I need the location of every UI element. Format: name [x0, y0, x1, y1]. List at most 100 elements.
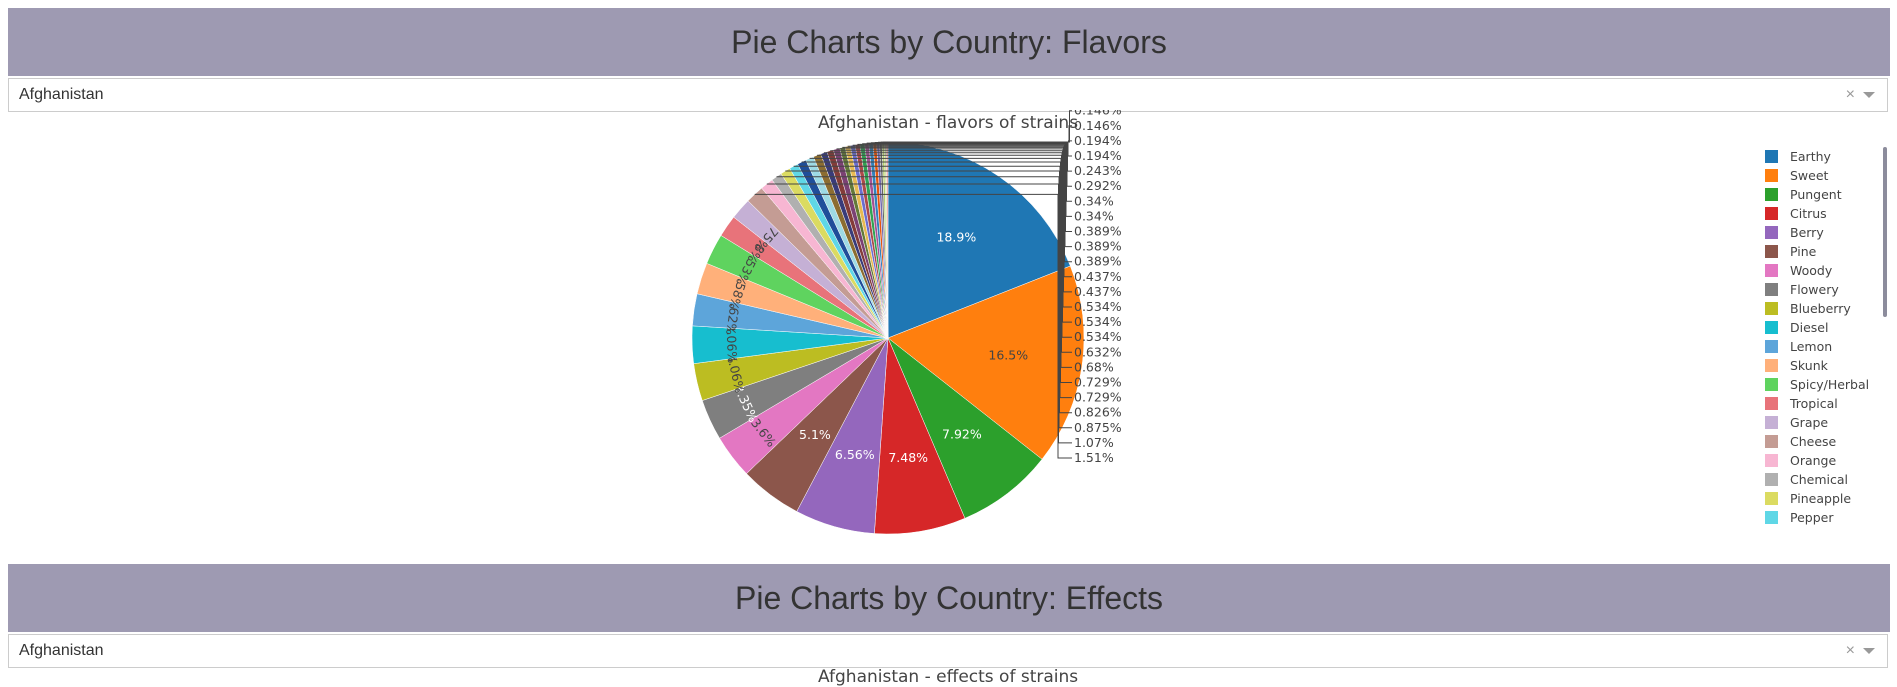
legend-label: Earthy: [1790, 149, 1831, 164]
legend-label: Blueberry: [1790, 301, 1851, 316]
chevron-down-icon[interactable]: [1863, 92, 1875, 98]
slice-label: 0.534%: [1074, 329, 1122, 344]
flavors-chart-title: Afghanistan - flavors of strains: [818, 113, 1079, 133]
legend-item[interactable]: Tropical: [1765, 394, 1885, 413]
legend-swatch: [1765, 207, 1778, 220]
legend-item[interactable]: Pineapple: [1765, 489, 1885, 508]
slice-label: 6.56%: [835, 447, 875, 462]
legend-label: Diesel: [1790, 320, 1829, 335]
pie-slice-sweet[interactable]: [887, 265, 1085, 460]
slice-label: 5.1%: [799, 427, 831, 442]
legend-label: Spicy/Herbal: [1790, 377, 1870, 392]
legend-item[interactable]: Citrus: [1765, 204, 1885, 223]
legend-label: Skunk: [1790, 358, 1828, 373]
slice-label: 0.292%: [1074, 178, 1122, 193]
legend-label: Chemical: [1790, 472, 1848, 487]
slice-label: 0.146%: [1074, 110, 1122, 118]
slice-label: 1.51%: [1074, 450, 1114, 465]
legend-item[interactable]: Lemon: [1765, 337, 1885, 356]
legend-item[interactable]: Pungent: [1765, 185, 1885, 204]
legend-swatch: [1765, 397, 1778, 410]
slice-label: 0.194%: [1074, 133, 1122, 148]
legend-item[interactable]: Diesel: [1765, 318, 1885, 337]
legend-label: Pine: [1790, 244, 1817, 259]
legend-swatch: [1765, 340, 1778, 353]
legend-swatch: [1765, 435, 1778, 448]
legend-item[interactable]: Pine: [1765, 242, 1885, 261]
flavors-header-banner: Pie Charts by Country: Flavors: [8, 8, 1890, 76]
legend-swatch: [1765, 511, 1778, 524]
slice-label: 0.534%: [1074, 299, 1122, 314]
leader-line: [887, 110, 1072, 143]
legend-swatch: [1765, 283, 1778, 296]
legend-swatch: [1765, 454, 1778, 467]
slice-label: 7.48%: [888, 450, 928, 465]
clear-icon[interactable]: ×: [1845, 86, 1855, 103]
slice-label: 18.9%: [936, 230, 976, 245]
legend-label: Lemon: [1790, 339, 1833, 354]
effects-header-title: Pie Charts by Country: Effects: [734, 579, 1164, 616]
legend-item[interactable]: Woody: [1765, 261, 1885, 280]
legend-item[interactable]: Sweet: [1765, 166, 1885, 185]
legend-swatch: [1765, 245, 1778, 258]
legend-scrollbar[interactable]: [1883, 147, 1887, 317]
legend-swatch: [1765, 378, 1778, 391]
legend-item[interactable]: Flowery: [1765, 280, 1885, 299]
legend-label: Woody: [1790, 263, 1833, 278]
legend-label: Pungent: [1790, 187, 1842, 202]
legend-label: Pineapple: [1790, 491, 1852, 506]
legend-label: Berry: [1790, 225, 1824, 240]
legend-item[interactable]: Cheese: [1765, 432, 1885, 451]
slice-label: 0.243%: [1074, 163, 1122, 178]
legend-label: Sweet: [1790, 168, 1829, 183]
legend-swatch: [1765, 226, 1778, 239]
slice-label: 0.389%: [1074, 254, 1122, 269]
legend-item[interactable]: Berry: [1765, 223, 1885, 242]
legend-swatch: [1765, 492, 1778, 505]
flavors-header-title: Pie Charts by Country: Flavors: [731, 23, 1167, 60]
effects-header-banner: Pie Charts by Country: Effects: [8, 564, 1890, 632]
legend-swatch: [1765, 169, 1778, 182]
legend-swatch: [1765, 416, 1778, 429]
effects-country-dropdown[interactable]: Afghanistan ×: [8, 634, 1888, 668]
flavors-pie-chart: 18.9%16.5%7.92%7.48%6.56%5.1%3.6%3.35%3.…: [691, 110, 1122, 535]
chevron-down-icon[interactable]: [1863, 648, 1875, 654]
legend-label: Flowery: [1790, 282, 1839, 297]
legend-label: Orange: [1790, 453, 1837, 468]
slice-label: 0.729%: [1074, 375, 1122, 390]
slice-label: 1.07%: [1074, 435, 1114, 450]
flavors-country-dropdown[interactable]: Afghanistan ×: [8, 78, 1888, 112]
legend-swatch: [1765, 150, 1778, 163]
clear-icon[interactable]: ×: [1845, 642, 1855, 659]
slice-label: 2.62%: [723, 295, 744, 337]
legend-item[interactable]: Skunk: [1765, 356, 1885, 375]
slice-label: 0.68%: [1074, 359, 1114, 374]
legend-item[interactable]: Blueberry: [1765, 299, 1885, 318]
pie-slice-pungent[interactable]: [887, 337, 1043, 519]
slice-label: 0.534%: [1074, 314, 1122, 329]
slice-label: 0.389%: [1074, 239, 1122, 254]
legend-swatch: [1765, 188, 1778, 201]
legend-label: Citrus: [1790, 206, 1827, 221]
legend-item[interactable]: Pepper: [1765, 508, 1885, 527]
flavors-dropdown-value: Afghanistan: [19, 86, 104, 103]
legend-item[interactable]: Chemical: [1765, 470, 1885, 489]
slice-label: 0.389%: [1074, 224, 1122, 239]
slice-label: 0.194%: [1074, 148, 1122, 163]
slice-label: 0.729%: [1074, 390, 1122, 405]
slice-label: 0.437%: [1074, 284, 1122, 299]
legend-label: Cheese: [1790, 434, 1837, 449]
flavors-legend: Earthy Sweet Pungent Citrus Berry Pine Woody Fl…: [1765, 147, 1885, 531]
legend-item[interactable]: Grape: [1765, 413, 1885, 432]
slice-label: 0.146%: [1074, 118, 1122, 133]
slice-label: 0.34%: [1074, 208, 1114, 223]
legend-item[interactable]: Spicy/Herbal: [1765, 375, 1885, 394]
legend-item[interactable]: Earthy: [1765, 147, 1885, 166]
effects-chart-title: Afghanistan - effects of strains: [818, 667, 1079, 687]
slice-label: 0.632%: [1074, 344, 1122, 359]
legend-label: Tropical: [1790, 396, 1838, 411]
legend-swatch: [1765, 359, 1778, 372]
slice-label: 16.5%: [988, 348, 1028, 363]
legend-item[interactable]: Orange: [1765, 451, 1885, 470]
legend-swatch: [1765, 473, 1778, 486]
